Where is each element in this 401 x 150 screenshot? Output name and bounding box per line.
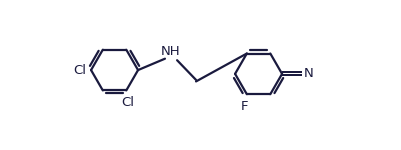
Text: NH: NH	[161, 45, 181, 58]
Text: N: N	[304, 67, 314, 80]
Text: Cl: Cl	[73, 64, 87, 76]
Text: F: F	[241, 100, 249, 113]
Text: Cl: Cl	[122, 96, 135, 109]
